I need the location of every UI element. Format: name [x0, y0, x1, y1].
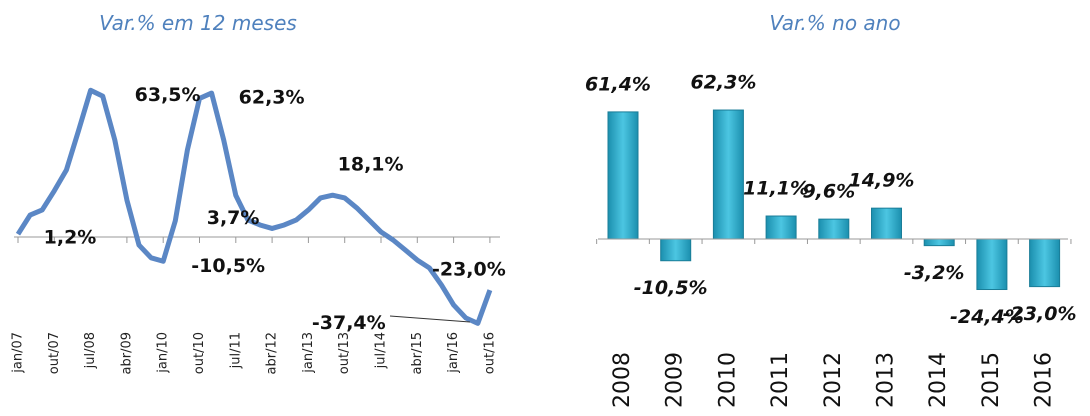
x-tick-label: jul/08 [83, 332, 98, 369]
x-tick-label: 2014 [926, 352, 951, 408]
x-tick-label: jul/11 [228, 332, 243, 369]
x-tick-label: 2009 [663, 352, 688, 408]
x-tick-label: 2008 [610, 352, 635, 408]
x-tick-label: abr/09 [119, 332, 134, 375]
data-label: 3,7% [207, 207, 260, 229]
x-tick-label: 2012 [821, 352, 846, 408]
x-tick-label: out/13 [337, 332, 352, 374]
x-tick-label: 2011 [768, 352, 793, 408]
data-label: 1,2% [44, 227, 97, 249]
x-tick-label: 2016 [1032, 352, 1057, 408]
data-label: 62,3% [239, 87, 305, 109]
x-tick-label: out/07 [47, 332, 62, 374]
data-label: -23,0% [1003, 303, 1077, 325]
chart-title: Var.% no ano [769, 11, 900, 35]
data-label: 11,1% [743, 178, 809, 200]
data-label: -10,5% [191, 255, 265, 277]
bar [660, 238, 692, 262]
bar [976, 238, 1008, 291]
x-tick-label: jul/14 [374, 332, 389, 369]
data-label: -3,2% [904, 262, 965, 284]
data-label: -24,4% [950, 306, 1024, 328]
x-tick-label: 2015 [979, 352, 1004, 408]
x-tick-label: jan/10 [156, 332, 171, 374]
x-tick-label: jan/16 [446, 332, 461, 374]
x-tick-label: 2013 [874, 352, 899, 408]
data-label: -23,0% [432, 259, 506, 281]
chart-title: Var.% em 12 meses [99, 11, 297, 35]
x-tick-label: jan/07 [11, 332, 26, 374]
bar [923, 238, 955, 247]
data-label: 14,9% [849, 170, 915, 192]
data-label: -37,4% [312, 312, 386, 334]
data-label: 62,3% [690, 72, 756, 94]
data-label: 18,1% [338, 154, 404, 176]
line [15, 87, 493, 326]
x-tick-label: abr/15 [410, 332, 425, 375]
x-tick-label: out/10 [192, 332, 207, 374]
bar [871, 207, 902, 240]
bar [818, 218, 850, 240]
x-tick-label: 2010 [715, 352, 740, 408]
bar [712, 109, 744, 240]
bar [607, 111, 639, 240]
leader-line [389, 315, 471, 323]
data-label: 9,6% [802, 181, 855, 203]
x-tick-label: jan/13 [301, 332, 316, 374]
data-label: -10,5% [634, 277, 708, 299]
x-tick-label: abr/12 [265, 332, 280, 375]
data-label: 61,4% [585, 73, 651, 95]
x-tick-label: out/16 [482, 332, 497, 374]
bar [1029, 238, 1061, 288]
data-label: 63,5% [135, 84, 201, 106]
bar [765, 215, 797, 240]
